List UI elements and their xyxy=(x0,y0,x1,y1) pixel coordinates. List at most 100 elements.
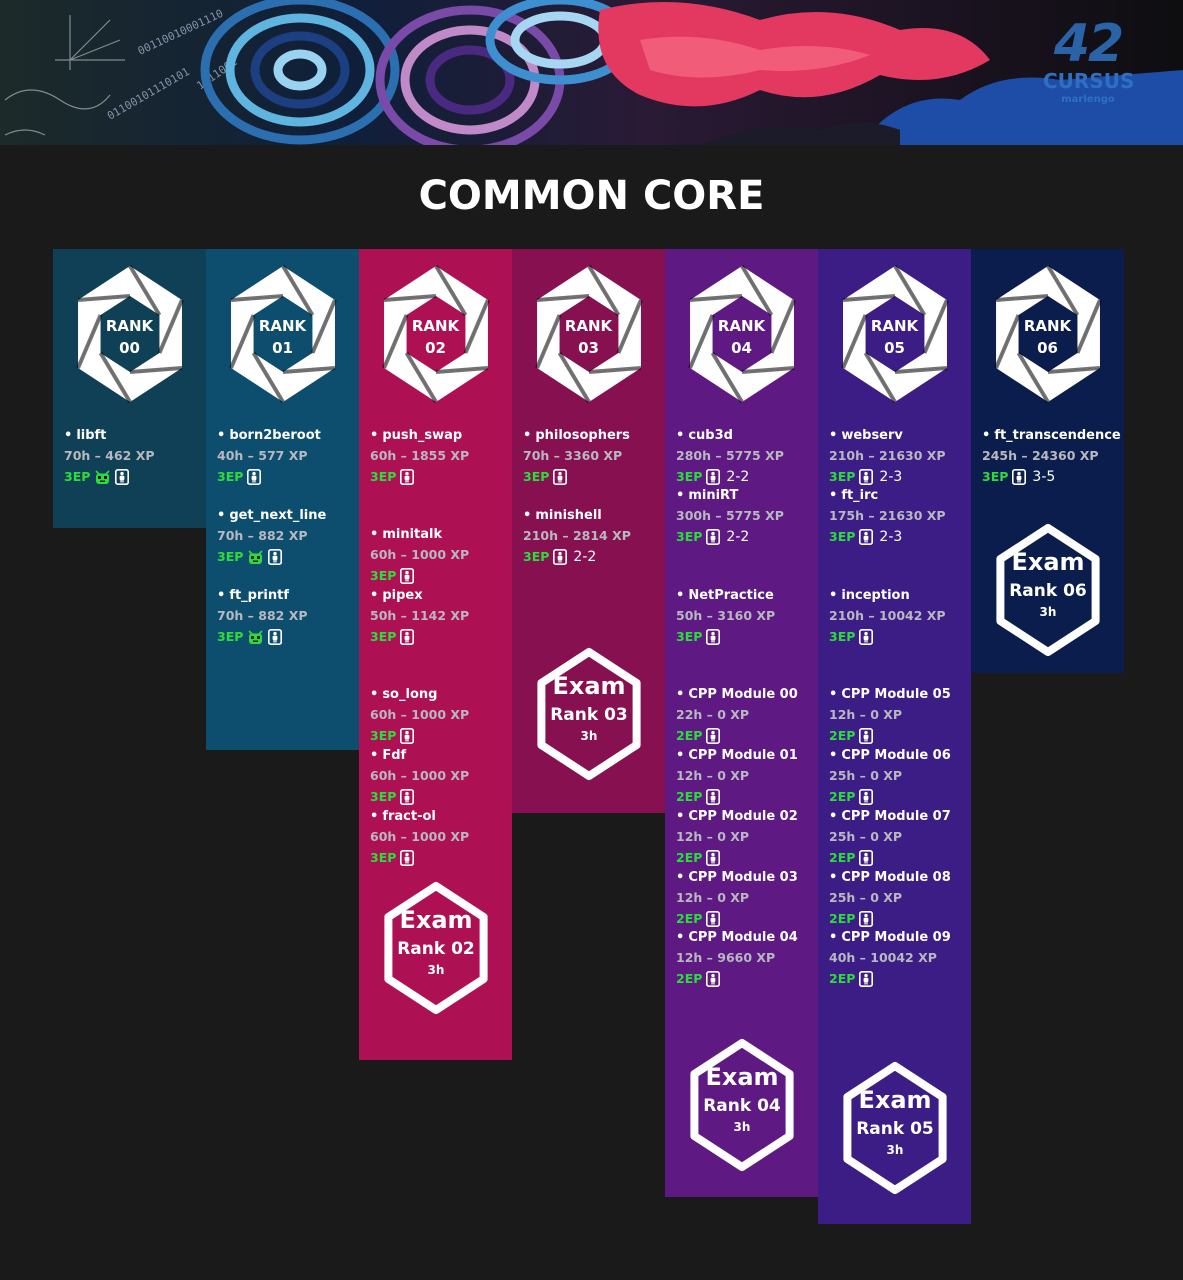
person-icon xyxy=(1012,469,1027,485)
evaluation-points: 3EP xyxy=(523,469,550,484)
rank-badge-icon xyxy=(229,264,337,404)
project-name-row: • fract-ol xyxy=(370,807,512,827)
project-item[interactable]: • minitalk 60h – 1000 XP 3EP xyxy=(370,525,512,587)
exam-badge[interactable]: Exam Rank 05 3h xyxy=(834,1059,956,1197)
project-xp: 60h – 1855 XP xyxy=(370,448,470,463)
project-item[interactable]: • CPP Module 06 25h – 0 XP 2EP xyxy=(829,746,971,808)
exam-badge[interactable]: Exam Rank 06 3h xyxy=(987,521,1109,659)
person-icon xyxy=(400,850,415,866)
project-name-row: • minishell xyxy=(523,506,665,526)
rank-badge-icon xyxy=(994,264,1102,404)
bullet-icon: • xyxy=(676,870,685,885)
project-meta: 3EP xyxy=(829,626,971,648)
bullet-icon: • xyxy=(676,588,685,603)
project-item[interactable]: • CPP Module 05 12h – 0 XP 2EP xyxy=(829,685,971,747)
exam-title: Exam xyxy=(705,1063,779,1091)
project-item[interactable]: • libft 70h – 462 XP 3EP xyxy=(64,426,206,488)
rank-label: RANK xyxy=(564,317,613,335)
project-xp: 70h – 462 XP xyxy=(64,448,155,463)
project-item[interactable]: • miniRT 300h – 5775 XP 3EP 2-2 xyxy=(676,486,818,548)
project-xp: 210h – 10042 XP xyxy=(829,608,946,623)
evaluation-points: 3EP xyxy=(523,549,550,564)
project-meta: 3EP xyxy=(217,546,359,568)
project-name: minitalk xyxy=(382,527,443,542)
project-name-row: • CPP Module 02 xyxy=(676,807,818,827)
evaluation-points: 2EP xyxy=(829,789,856,804)
evaluation-points: 2EP xyxy=(676,911,703,926)
project-item[interactable]: • CPP Module 09 40h – 10042 XP 2EP xyxy=(829,928,971,990)
project-item[interactable]: • CPP Module 01 12h – 0 XP 2EP xyxy=(676,746,818,808)
rank-column-06: RANK 06 • ft_transcendence 245h – 24360 XP 3E… xyxy=(971,249,1124,673)
bullet-icon: • xyxy=(982,428,991,443)
project-name: ft_irc xyxy=(841,488,879,503)
project-item[interactable]: • ft_printf 70h – 882 XP 3EP xyxy=(217,586,359,648)
bullet-icon: • xyxy=(64,428,73,443)
bullet-icon: • xyxy=(676,488,685,503)
logo-author: marlengo xyxy=(1061,94,1115,105)
project-item[interactable]: • CPP Module 04 12h – 9660 XP 2EP xyxy=(676,928,818,990)
exam-badge[interactable]: Exam Rank 02 3h xyxy=(375,879,497,1017)
exam-badge[interactable]: Exam Rank 04 3h xyxy=(681,1036,803,1174)
project-item[interactable]: • webserv 210h – 21630 XP 3EP 2-3 xyxy=(829,426,971,488)
project-item[interactable]: • push_swap 60h – 1855 XP 3EP xyxy=(370,426,512,488)
exam-duration: 3h xyxy=(1039,605,1057,619)
project-item[interactable]: • minishell 210h – 2814 XP 3EP 2-2 xyxy=(523,506,665,568)
project-meta: 3EP 2-2 xyxy=(676,526,818,548)
project-item[interactable]: • NetPractice 50h – 3160 XP 3EP xyxy=(676,586,818,648)
project-item[interactable]: • so_long 60h – 1000 XP 3EP xyxy=(370,685,512,747)
project-item[interactable]: • cub3d 280h – 5775 XP 3EP 2-2 xyxy=(676,426,818,488)
project-item[interactable]: • CPP Module 08 25h – 0 XP 2EP xyxy=(829,868,971,930)
team-size: 2-3 xyxy=(879,529,903,545)
bullet-icon: • xyxy=(217,588,226,603)
project-xp: 50h – 3160 XP xyxy=(676,608,776,623)
project-xp: 60h – 1000 XP xyxy=(370,829,470,844)
project-name: NetPractice xyxy=(688,588,774,603)
bullet-icon: • xyxy=(370,809,379,824)
project-item[interactable]: • get_next_line 70h – 882 XP 3EP xyxy=(217,506,359,568)
bullet-icon: • xyxy=(523,428,532,443)
evaluation-points: 3EP xyxy=(829,469,856,484)
rank-badge-icon xyxy=(535,264,643,404)
project-name: inception xyxy=(841,588,910,603)
project-name: CPP Module 07 xyxy=(841,809,951,824)
project-item[interactable]: • CPP Module 00 22h – 0 XP 2EP xyxy=(676,685,818,747)
project-name: philosophers xyxy=(535,428,630,443)
project-name-row: • cub3d xyxy=(676,426,818,446)
project-item[interactable]: • Fdf 60h – 1000 XP 3EP xyxy=(370,746,512,808)
evaluation-points: 2EP xyxy=(829,911,856,926)
project-item[interactable]: • CPP Module 02 12h – 0 XP 2EP xyxy=(676,807,818,869)
project-meta: 3EP xyxy=(370,565,512,587)
project-item[interactable]: • born2beroot 40h – 577 XP 3EP xyxy=(217,426,359,488)
project-item[interactable]: • CPP Module 07 25h – 0 XP 2EP xyxy=(829,807,971,869)
robot-icon xyxy=(95,470,110,484)
project-item[interactable]: • inception 210h – 10042 XP 3EP xyxy=(829,586,971,648)
person-icon xyxy=(400,789,415,805)
evaluation-points: 2EP xyxy=(676,728,703,743)
exam-badge[interactable]: Exam Rank 03 3h xyxy=(528,645,650,783)
project-name: ft_printf xyxy=(229,588,289,603)
banner-artwork: 00110010001110 01100101110101 1011001 xyxy=(0,0,1183,145)
project-item[interactable]: • ft_transcendence 245h – 24360 XP 3EP 3-5 xyxy=(982,426,1124,488)
evaluation-points: 3EP xyxy=(217,469,244,484)
exam-rank: Rank 03 xyxy=(550,705,628,725)
evaluation-points: 2EP xyxy=(676,971,703,986)
evaluation-points: 3EP xyxy=(217,549,244,564)
rank-column-03: RANK 03 • philosophers 70h – 3360 XP 3EP • mini… xyxy=(512,249,665,813)
team-size: 2-2 xyxy=(726,529,750,545)
project-item[interactable]: • philosophers 70h – 3360 XP 3EP xyxy=(523,426,665,488)
project-item[interactable]: • CPP Module 03 12h – 0 XP 2EP xyxy=(676,868,818,930)
project-xp: 25h – 0 XP xyxy=(829,829,903,844)
project-xp: 50h – 1142 XP xyxy=(370,608,470,623)
project-name: Fdf xyxy=(382,748,407,763)
project-name: CPP Module 08 xyxy=(841,870,951,885)
project-item[interactable]: • ft_irc 175h – 21630 XP 3EP 2-3 xyxy=(829,486,971,548)
rank-number: 02 xyxy=(425,339,446,357)
project-meta: 2EP xyxy=(676,786,818,808)
project-name: get_next_line xyxy=(229,508,327,523)
person-icon xyxy=(859,529,874,545)
exam-rank: Rank 05 xyxy=(856,1119,934,1139)
project-name: born2beroot xyxy=(229,428,321,443)
project-item[interactable]: • pipex 50h – 1142 XP 3EP xyxy=(370,586,512,648)
exam-rank: Rank 04 xyxy=(703,1096,781,1116)
project-item[interactable]: • fract-ol 60h – 1000 XP 3EP xyxy=(370,807,512,869)
